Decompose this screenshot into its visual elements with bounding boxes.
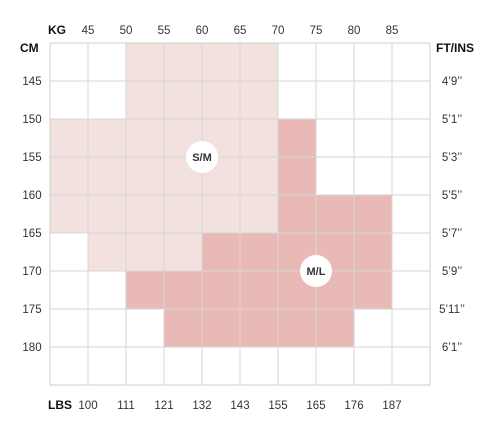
kg-tick-label: 60 [196,25,209,37]
zone-cell-s-m [88,233,127,272]
zone-cell-m-l [202,271,241,310]
zone-label-m-l: M/L [307,266,326,278]
zone-cell-m-l [164,309,203,348]
plot-frame [49,42,431,386]
kg-tick-label: 85 [386,25,399,37]
zone-cell-m-l [278,309,317,348]
cm-tick-label: 175 [22,304,41,316]
zone-cell-s-m [240,43,279,82]
lbs-tick-label: 165 [306,400,325,412]
zone-cell-s-m [126,195,165,234]
ftins-tick-label: 5’11’’ [439,304,465,316]
lbs-unit-label: LBS [48,398,72,412]
zone-label-badge-s-m [186,141,218,173]
zone-cell-s-m [240,157,279,196]
zone-cell-m-l [316,309,355,348]
cm-tick-label: 170 [22,266,41,278]
ftins-tick-label: 5’1’’ [442,114,462,126]
zone-cell-m-l [240,233,279,272]
zone-cell-s-m [88,157,127,196]
ftins-unit-label: FT/INS [436,41,474,55]
zone-cell-s-m [240,81,279,120]
zone-cell-s-m [202,195,241,234]
ftins-tick-label: 5’7’’ [442,228,462,240]
zone-cell-s-m [126,119,165,158]
kg-tick-label: 75 [310,25,323,37]
kg-unit-label: KG [48,23,66,37]
ftins-tick-label: 4’9’’ [442,76,462,88]
zone-cell-m-l [354,233,393,272]
grid-layer [50,43,430,385]
zone-cell-m-l [202,233,241,272]
kg-tick-label: 65 [234,25,247,37]
cm-tick-label: 150 [22,114,41,126]
zone-cell-s-m [164,43,203,82]
zone-cell-m-l [278,195,317,234]
zone-cell-m-l [278,119,317,158]
zone-cell-m-l [126,271,165,310]
zone-cell-s-m [126,81,165,120]
zone-cell-s-m [240,195,279,234]
lbs-tick-label: 111 [117,400,134,412]
zone-cell-s-m [126,233,165,272]
kg-tick-label: 50 [120,25,133,37]
zone-cell-s-m [202,43,241,82]
zone-cell-s-m [164,195,203,234]
kg-tick-label: 80 [348,25,361,37]
zone-cell-m-l [240,271,279,310]
zone-cell-s-m [164,233,203,272]
lbs-tick-label: 121 [154,400,173,412]
zone-cell-s-m [126,157,165,196]
zone-label-badge-m-l [300,255,332,287]
cm-tick-label: 145 [22,76,41,88]
lbs-tick-label: 176 [344,400,363,412]
lbs-tick-label: 143 [230,400,249,412]
zone-cell-s-m [50,119,89,158]
lbs-tick-label: 187 [382,400,401,412]
ftins-tick-label: 5’9’’ [442,266,462,278]
cm-tick-label: 160 [22,190,41,202]
zone-cell-s-m [240,119,279,158]
zone-cell-s-m [50,157,89,196]
cm-tick-label: 165 [22,228,41,240]
zone-cell-s-m [202,81,241,120]
ftins-tick-label: 5’5’’ [442,190,462,202]
zone-cell-m-l [240,309,279,348]
zone-cell-s-m [88,195,127,234]
lbs-tick-label: 155 [268,400,287,412]
zone-cell-s-m [164,81,203,120]
zone-cell-m-l [278,157,317,196]
kg-tick-label: 55 [158,25,171,37]
zone-cell-m-l [316,195,355,234]
zone-cell-s-m [88,119,127,158]
zone-cell-m-l [164,271,203,310]
ftins-tick-label: 5’3’’ [442,152,462,164]
zone-cell-s-m [50,195,89,234]
lbs-tick-label: 132 [192,400,211,412]
cm-tick-label: 155 [22,152,41,164]
zones-layer [50,43,393,348]
cm-unit-label: CM [20,41,39,55]
zone-cell-m-l [354,195,393,234]
zone-cell-s-m [126,43,165,82]
kg-tick-label: 45 [82,25,95,37]
ftins-tick-label: 6’1’’ [442,342,462,354]
ticks-layer: 45 50 55 60 65 70 75 80 85 100 111 121 132 143 155 165 1… [22,25,464,412]
zone-cell-m-l [354,271,393,310]
zone-cell-m-l [202,309,241,348]
cm-tick-label: 180 [22,342,41,354]
lbs-tick-label: 100 [78,400,97,412]
kg-tick-label: 70 [272,25,285,37]
zone-label-s-m: S/M [192,152,212,164]
zone-labels-layer: S/M M/L [186,141,332,287]
